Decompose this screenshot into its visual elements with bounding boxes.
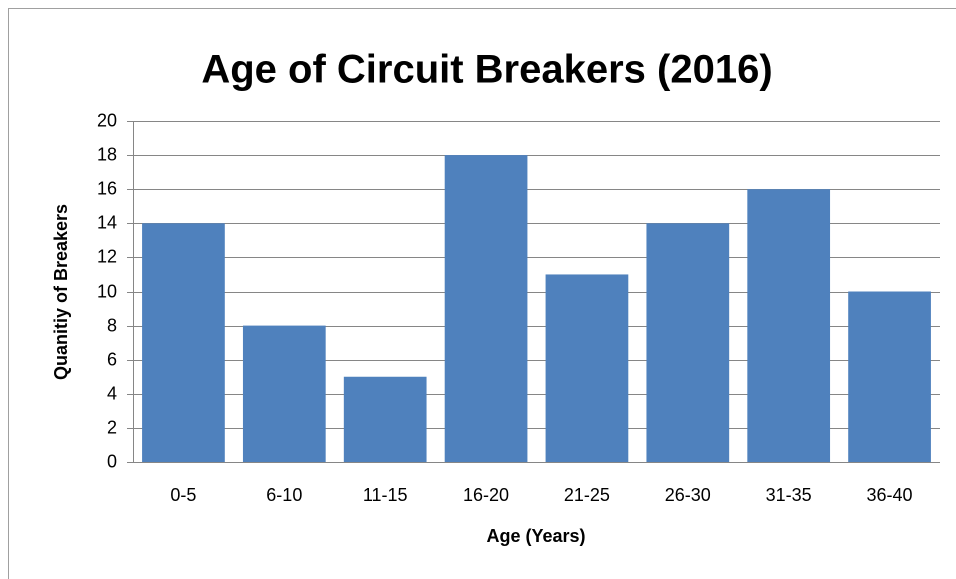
y-tick-label: 2 [107, 417, 117, 437]
y-tick-label: 14 [97, 212, 117, 232]
y-tick-label: 12 [97, 246, 117, 266]
bar [646, 223, 730, 462]
y-tick-label: 10 [97, 281, 117, 301]
chart-border [8, 8, 956, 579]
bar [343, 376, 427, 462]
y-tick-label: 20 [97, 110, 117, 130]
y-tick-label: 8 [107, 315, 117, 335]
bar [747, 189, 831, 462]
x-tick-label: 0-5 [170, 485, 196, 505]
bar [444, 155, 528, 462]
y-tick-label: 0 [107, 451, 117, 471]
x-axis-title: Age (Years) [486, 526, 585, 546]
y-tick-label: 6 [107, 349, 117, 369]
x-tick-label: 36-40 [867, 485, 913, 505]
bar [545, 274, 629, 462]
y-tick-label: 18 [97, 144, 117, 164]
bar [848, 291, 931, 462]
x-tick-label: 21-25 [564, 485, 610, 505]
x-tick-label: 31-35 [766, 485, 812, 505]
bar [242, 325, 326, 462]
x-tick-label: 16-20 [463, 485, 509, 505]
y-axis-title: Quanitiy of Breakers [51, 204, 71, 380]
y-tick-label: 16 [97, 178, 117, 198]
x-tick-label: 11-15 [363, 485, 408, 505]
chart-title: Age of Circuit Breakers (2016) [201, 48, 772, 92]
bar [142, 223, 225, 462]
x-tick-label: 6-10 [266, 485, 302, 505]
x-tick-label: 26-30 [665, 485, 711, 505]
y-tick-label: 4 [107, 383, 117, 403]
